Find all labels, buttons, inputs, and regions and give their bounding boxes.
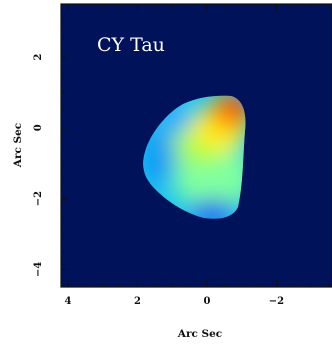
x-tick-label: −2 [269, 296, 284, 307]
y-tick-label: 0 [33, 124, 44, 131]
y-axis-ticks: 2 0 −2 −4 [33, 3, 68, 288]
y-axis-label: Arc Sec [12, 123, 24, 168]
figure-title: CY Tau [97, 34, 165, 56]
y-tick-label: −4 [33, 262, 44, 277]
y-tick-label: 2 [33, 54, 44, 61]
y-tick-label: −2 [33, 191, 44, 206]
x-tick-label: 4 [64, 296, 71, 307]
x-tick-label: 0 [203, 296, 210, 307]
x-axis-label: Arc Sec [177, 328, 222, 340]
x-tick-label: 2 [134, 296, 141, 307]
x-axis-ticks: 4 2 0 −2 [64, 4, 330, 307]
